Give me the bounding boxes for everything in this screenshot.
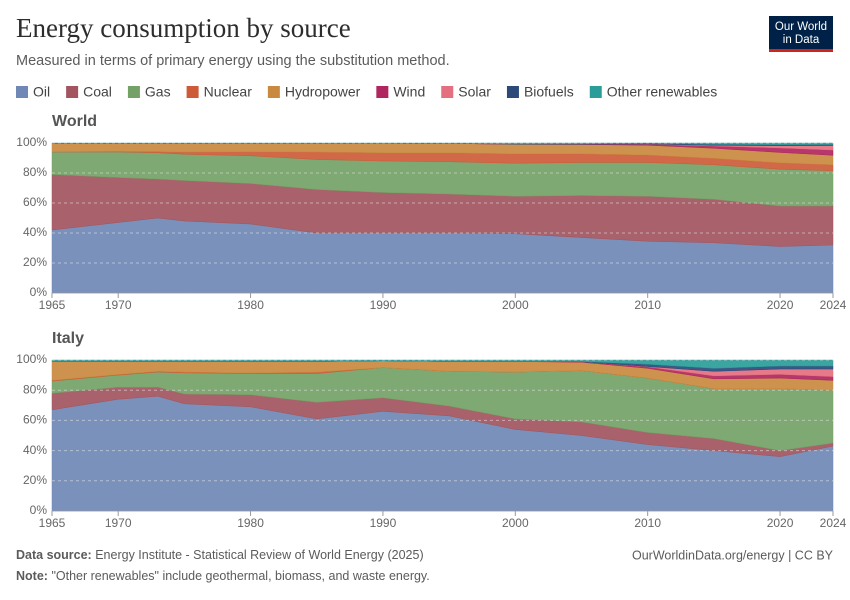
footer-source: Data source: Energy Institute - Statisti… (16, 548, 424, 562)
source-label: Data source: (16, 548, 92, 562)
y-tick-label: 80% (23, 165, 47, 179)
logo-text: in Data (783, 34, 820, 46)
y-tick-label: 100% (16, 135, 47, 149)
source: Energy Institute - Statistical Review of… (95, 548, 423, 562)
y-tick-label: 60% (23, 195, 47, 209)
x-tick-label: 1990 (370, 298, 397, 312)
legend-swatch (376, 86, 389, 98)
legend-swatch (16, 86, 28, 98)
x-tick-label: 1980 (237, 298, 264, 312)
legend-swatch (441, 86, 454, 98)
x-tick-label: 2024 (820, 298, 847, 312)
x-tick-label: 2000 (502, 516, 529, 530)
legend-label: Coal (83, 84, 112, 100)
x-tick-label: 2024 (820, 516, 847, 530)
y-tick-label: 0% (30, 503, 48, 517)
legend-label: Gas (145, 84, 171, 100)
x-tick-label: 1980 (237, 516, 264, 530)
note-label: Note: (16, 569, 48, 583)
legend-swatch (506, 86, 519, 98)
x-tick-label: 1965 (39, 298, 66, 312)
chart-title: Energy consumption by source (16, 13, 351, 43)
x-tick-label: 2010 (634, 298, 661, 312)
x-tick-label: 1970 (105, 516, 132, 530)
legend-swatch (186, 86, 199, 98)
y-tick-label: 20% (23, 473, 47, 487)
chart-subtitle: Measured in terms of primary energy usin… (16, 53, 450, 69)
x-tick-label: 1965 (39, 516, 66, 530)
y-tick-label: 40% (23, 225, 47, 239)
legend-swatch (66, 86, 79, 98)
legend-swatch (589, 86, 602, 98)
y-tick-label: 100% (16, 352, 47, 366)
note: "Other renewables" include geothermal, b… (51, 569, 429, 583)
x-tick-label: 2000 (502, 298, 529, 312)
logo-bar (769, 49, 833, 52)
footer-link[interactable]: OurWorldinData.org/energy | CC BY (632, 548, 834, 562)
y-tick-label: 20% (23, 255, 47, 269)
legend: Oil Coal Gas Nuclear Hydropower Wind Solar Biof… (16, 84, 717, 100)
logo[interactable] (769, 16, 833, 52)
legend-label: Other renewables (607, 84, 718, 100)
y-tick-label: 80% (23, 382, 47, 396)
legend-swatch (127, 86, 140, 98)
y-tick-label: 60% (23, 413, 47, 427)
panel-title: Italy (52, 330, 84, 347)
logo-text: Our World (775, 21, 827, 33)
x-tick-label: 1990 (370, 516, 397, 530)
panel-title: World (52, 113, 97, 130)
y-tick-label: 40% (23, 443, 47, 457)
legend-label: Hydropower (285, 84, 361, 100)
legend-swatch (267, 86, 280, 98)
legend-label: Oil (33, 84, 50, 100)
y-tick-label: 0% (30, 285, 48, 299)
x-tick-label: 1970 (105, 298, 132, 312)
x-tick-label: 2020 (767, 516, 794, 530)
legend-label: Nuclear (204, 84, 253, 100)
legend-label: Wind (393, 84, 425, 100)
x-tick-label: 2010 (634, 516, 661, 530)
footer-note: Note: "Other renewables" include geother… (16, 569, 430, 583)
legend-label: Biofuels (524, 84, 574, 100)
x-tick-label: 2020 (767, 298, 794, 312)
legend-label: Solar (458, 84, 491, 100)
